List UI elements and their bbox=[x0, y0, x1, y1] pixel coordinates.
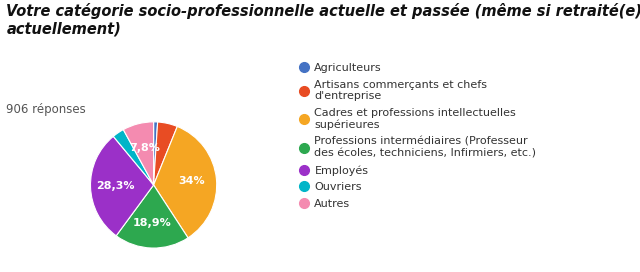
Wedge shape bbox=[154, 122, 177, 185]
Legend: Agriculteurs, Artisans commerçants et chefs
d'entreprise, Cadres et professions : Agriculteurs, Artisans commerçants et ch… bbox=[300, 63, 536, 209]
Text: 7,8%: 7,8% bbox=[129, 143, 159, 153]
Text: 906 réponses: 906 réponses bbox=[6, 103, 86, 116]
Text: 28,3%: 28,3% bbox=[97, 181, 135, 191]
Wedge shape bbox=[116, 185, 188, 248]
Wedge shape bbox=[124, 122, 154, 185]
Wedge shape bbox=[154, 122, 157, 185]
Text: Votre catégorie socio-professionnelle actuelle et passée (même si retraité(e)
ac: Votre catégorie socio-professionnelle ac… bbox=[6, 3, 640, 36]
Wedge shape bbox=[154, 126, 217, 238]
Text: 18,9%: 18,9% bbox=[133, 218, 172, 228]
Wedge shape bbox=[90, 136, 154, 236]
Text: 34%: 34% bbox=[178, 176, 205, 186]
Wedge shape bbox=[113, 129, 154, 185]
